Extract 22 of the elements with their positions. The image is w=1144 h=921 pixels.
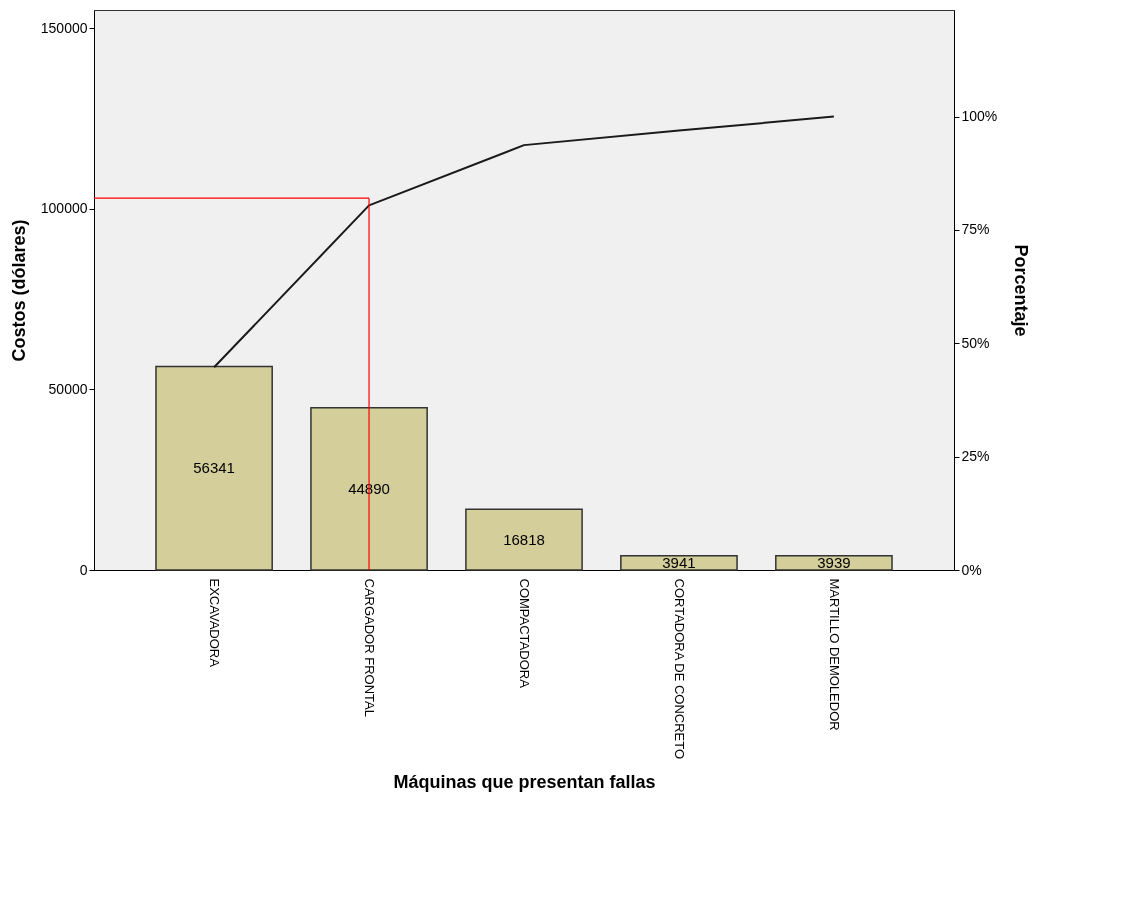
y2-tick-label: 0%	[961, 561, 982, 578]
y2-tick-label: 50%	[961, 334, 990, 351]
x-axis-title: Máquinas que presentan fallas	[393, 771, 656, 792]
y-tick-label: 0	[79, 561, 88, 578]
x-tick-label: CARGADOR FRONTAL	[362, 578, 378, 717]
x-tick-label: COMPACTADORA	[517, 578, 532, 689]
x-tick-label: CORTADORA DE CONCRETO	[671, 578, 687, 760]
data-label: 3941	[662, 553, 696, 571]
y2-tick-label: 100%	[961, 108, 998, 125]
y2-tick-label: 75%	[961, 221, 990, 238]
data-label: 16818	[503, 530, 545, 548]
y-tick-label: 150000	[40, 19, 88, 36]
y-tick-label: 50000	[48, 380, 88, 397]
x-tick-label: EXCAVADORA	[207, 578, 223, 668]
y2-axis-title: Porcentaje	[1011, 244, 1032, 337]
data-label: 56341	[193, 459, 235, 477]
y2-tick-label: 25%	[961, 448, 990, 465]
x-tick-label: MARTILLO DEMOLEDOR	[826, 578, 842, 731]
data-label: 3939	[817, 553, 851, 571]
y-axis-title: Costos (dólares)	[8, 219, 29, 362]
line-series	[213, 115, 835, 369]
y-tick-label: 100000	[40, 200, 88, 217]
